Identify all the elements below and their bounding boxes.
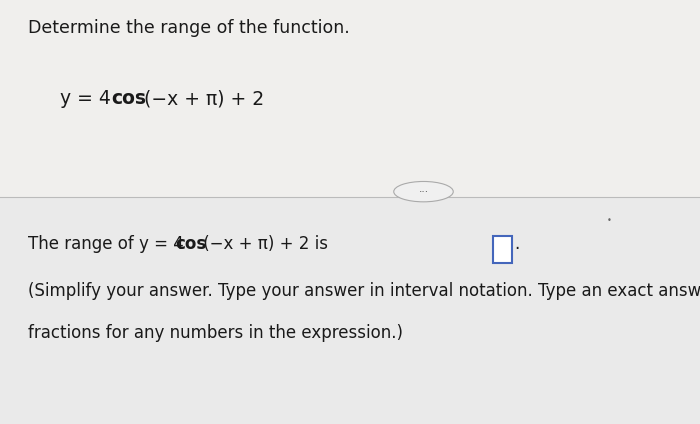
Text: (Simplify your answer. Type your answer in interval notation. Type an exact answ: (Simplify your answer. Type your answer …	[28, 282, 700, 300]
FancyBboxPatch shape	[0, 0, 700, 197]
Text: fractions for any numbers in the expression.): fractions for any numbers in the express…	[28, 324, 403, 342]
FancyBboxPatch shape	[0, 197, 700, 424]
Ellipse shape	[393, 181, 454, 202]
Text: •: •	[607, 216, 611, 225]
Text: ···: ···	[419, 187, 428, 197]
Text: (−x + π) + 2: (−x + π) + 2	[138, 89, 264, 108]
FancyBboxPatch shape	[493, 236, 512, 263]
Text: .: .	[514, 235, 519, 253]
Text: y = 4: y = 4	[60, 89, 116, 108]
Text: cos: cos	[112, 89, 147, 108]
Text: Determine the range of the function.: Determine the range of the function.	[28, 19, 350, 37]
Text: The range of y = 4: The range of y = 4	[28, 235, 189, 253]
Text: cos: cos	[175, 235, 206, 253]
Text: (−x + π) + 2 is: (−x + π) + 2 is	[198, 235, 333, 253]
